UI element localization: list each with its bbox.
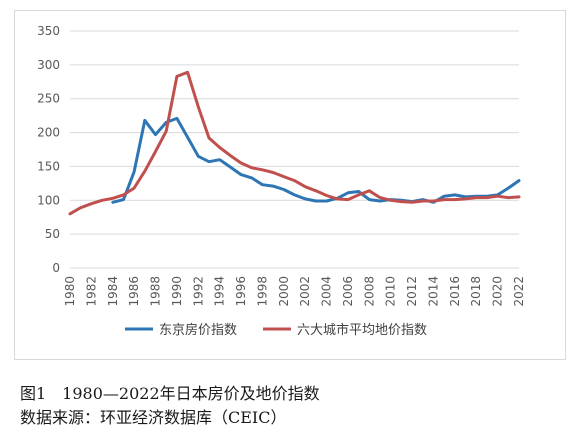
chart-frame: 0 50 100 150 200 250 300 350 1980 1982 1984 1986 19… bbox=[14, 10, 566, 360]
x-tick-label-1992: 1992 bbox=[191, 276, 205, 307]
legend: 东京房价指数 六大城市平均地价指数 bbox=[125, 322, 427, 338]
x-axis-ticks: 1980 1982 1984 1986 1988 1990 1992 1994 1996 1998… bbox=[63, 276, 526, 307]
y-tick-label-300: 300 bbox=[37, 58, 60, 72]
legend-label-2: 六大城市平均地价指数 bbox=[297, 322, 427, 338]
series-line-2 bbox=[68, 70, 521, 216]
y-tick-label-200: 200 bbox=[37, 126, 60, 140]
x-tick-label-2010: 2010 bbox=[384, 276, 398, 307]
y-tick-label-0: 0 bbox=[52, 261, 60, 275]
x-tick-label-2004: 2004 bbox=[320, 276, 334, 307]
y-tick-label-100: 100 bbox=[37, 193, 60, 207]
x-tick-label-2014: 2014 bbox=[426, 276, 440, 307]
figure-caption: 图1 1980—2022年日本房价及地价指数 bbox=[20, 384, 320, 403]
x-tick-label-1986: 1986 bbox=[127, 276, 141, 307]
y-tick-label-150: 150 bbox=[37, 159, 60, 173]
x-tick-label-1990: 1990 bbox=[170, 276, 184, 307]
x-tick-label-2006: 2006 bbox=[341, 276, 355, 307]
x-tick-label-1996: 1996 bbox=[234, 276, 248, 307]
x-tick-label-2002: 2002 bbox=[298, 276, 312, 307]
x-tick-label-2020: 2020 bbox=[491, 276, 505, 307]
series-lines bbox=[68, 70, 521, 216]
y-tick-label-250: 250 bbox=[37, 92, 60, 106]
y-tick-label-50: 50 bbox=[45, 227, 60, 241]
y-axis-ticks: 0 50 100 150 200 250 300 350 bbox=[37, 24, 60, 275]
y-tick-label-350: 350 bbox=[37, 24, 60, 38]
x-tick-label-2016: 2016 bbox=[448, 276, 462, 307]
data-source-note: 数据来源：环亚经济数据库（CEIC） bbox=[20, 408, 287, 427]
x-tick-label-1984: 1984 bbox=[106, 276, 120, 307]
x-tick-label-1982: 1982 bbox=[84, 276, 98, 307]
x-tick-label-1998: 1998 bbox=[255, 276, 269, 307]
legend-label-1: 东京房价指数 bbox=[159, 322, 237, 338]
x-tick-label-1994: 1994 bbox=[213, 276, 227, 307]
x-tick-label-2018: 2018 bbox=[469, 276, 483, 307]
x-tick-label-1988: 1988 bbox=[149, 276, 163, 307]
series-line-1 bbox=[111, 116, 521, 204]
x-tick-label-2008: 2008 bbox=[362, 276, 376, 307]
x-tick-label-2000: 2000 bbox=[277, 276, 291, 307]
x-tick-label-2022: 2022 bbox=[512, 276, 526, 307]
x-tick-label-2012: 2012 bbox=[405, 276, 419, 307]
gridlines bbox=[70, 30, 519, 269]
x-tick-label-1980: 1980 bbox=[63, 276, 77, 307]
